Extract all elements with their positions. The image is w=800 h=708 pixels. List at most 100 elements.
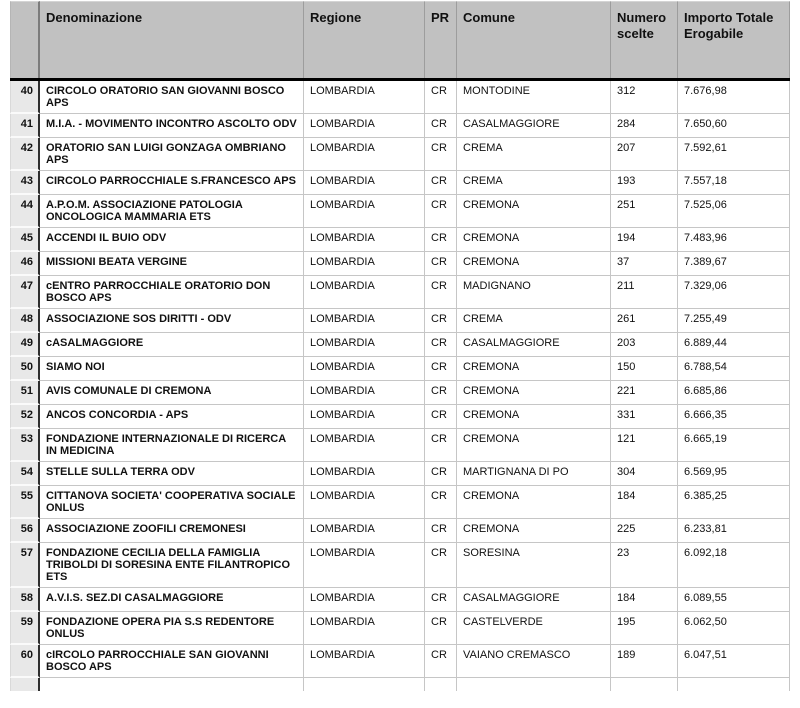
- cell-comune: SORESINA: [457, 543, 611, 588]
- cell-pr: CR: [425, 486, 457, 519]
- cell-numero-scelte: 207: [611, 138, 678, 171]
- cell-numero-scelte: 304: [611, 462, 678, 486]
- cell-denominazione: CITTANOVA SOCIETA' COOPERATIVA SOCIALE O…: [40, 486, 304, 519]
- cell-comune: CREMA: [457, 309, 611, 333]
- cell-regione: LOMBARDIA: [304, 588, 425, 612]
- column-header-regione: Regione: [304, 1, 425, 78]
- cell-comune: CREMONA: [457, 405, 611, 429]
- cell-denominazione: SIAMO NOI: [40, 357, 304, 381]
- cell-denominazione: [40, 678, 304, 691]
- cell-numero-scelte: 331: [611, 405, 678, 429]
- cell-regione: LOMBARDIA: [304, 357, 425, 381]
- cell-importo: 7.329,06: [678, 276, 790, 309]
- cell-comune: CREMONA: [457, 429, 611, 462]
- row-number: 42: [10, 138, 40, 171]
- cell-regione: LOMBARDIA: [304, 333, 425, 357]
- cell-numero-scelte: 251: [611, 195, 678, 228]
- cell-pr: CR: [425, 333, 457, 357]
- cell-numero-scelte: 23: [611, 543, 678, 588]
- cell-regione: LOMBARDIA: [304, 429, 425, 462]
- cell-numero-scelte: 261: [611, 309, 678, 333]
- table-row: 54 STELLE SULLA TERRA ODV LOMBARDIA CR MARTI…: [10, 462, 790, 486]
- table-row: 56 ASSOCIAZIONE ZOOFILI CREMONESI LOMBARDI…: [10, 519, 790, 543]
- cell-regione: LOMBARDIA: [304, 519, 425, 543]
- cell-regione: LOMBARDIA: [304, 195, 425, 228]
- row-number-header: [10, 1, 40, 78]
- cell-comune: CREMA: [457, 171, 611, 195]
- cell-pr: CR: [425, 138, 457, 171]
- row-number: [10, 678, 40, 691]
- row-number: 46: [10, 252, 40, 276]
- row-number: 40: [10, 81, 40, 114]
- table-row: 42 ORATORIO SAN LUIGI GONZAGA OMBRIANO AP…: [10, 138, 790, 171]
- cell-comune: CREMONA: [457, 357, 611, 381]
- row-number: 52: [10, 405, 40, 429]
- cell-pr: CR: [425, 543, 457, 588]
- cell-regione: LOMBARDIA: [304, 81, 425, 114]
- cell-comune: VAIANO CREMASCO: [457, 645, 611, 678]
- cell-pr: CR: [425, 195, 457, 228]
- cell-numero-scelte: 211: [611, 276, 678, 309]
- cell-regione: LOMBARDIA: [304, 114, 425, 138]
- row-number: 43: [10, 171, 40, 195]
- cell-numero-scelte: 189: [611, 645, 678, 678]
- table-row: 50 SIAMO NOI LOMBARDIA CR CREMONA 150 6.788,54: [10, 357, 790, 381]
- cell-numero-scelte: 184: [611, 486, 678, 519]
- cell-regione: LOMBARDIA: [304, 171, 425, 195]
- cell-numero-scelte: 37: [611, 252, 678, 276]
- cell-numero-scelte: 184: [611, 588, 678, 612]
- row-number: 54: [10, 462, 40, 486]
- cell-numero-scelte: 284: [611, 114, 678, 138]
- cell-importo: 6.089,55: [678, 588, 790, 612]
- cell-comune: CREMONA: [457, 519, 611, 543]
- cell-importo: 7.557,18: [678, 171, 790, 195]
- cell-comune: CASALMAGGIORE: [457, 588, 611, 612]
- cell-numero-scelte: 194: [611, 228, 678, 252]
- cell-importo: 7.525,06: [678, 195, 790, 228]
- cell-comune: CREMONA: [457, 486, 611, 519]
- cell-pr: CR: [425, 228, 457, 252]
- cell-comune: MADIGNANO: [457, 276, 611, 309]
- cell-regione: LOMBARDIA: [304, 252, 425, 276]
- cell-denominazione: A.P.O.M. ASSOCIAZIONE PATOLOGIA ONCOLOGI…: [40, 195, 304, 228]
- cell-importo: 6.569,95: [678, 462, 790, 486]
- table-row: 51 AVIS COMUNALE DI CREMONA LOMBARDIA CR CRE…: [10, 381, 790, 405]
- table-header-row: Denominazione Regione PR Comune Numero s…: [10, 1, 790, 81]
- cell-numero-scelte: 312: [611, 81, 678, 114]
- cell-importo: 6.092,18: [678, 543, 790, 588]
- cell-comune: MARTIGNANA DI PO: [457, 462, 611, 486]
- cell-pr: CR: [425, 429, 457, 462]
- row-number: 56: [10, 519, 40, 543]
- table-row: 44 A.P.O.M. ASSOCIAZIONE PATOLOGIA ONCOLO…: [10, 195, 790, 228]
- table-row: 49 cASALMAGGIORE LOMBARDIA CR CASALMAGGIORE 2…: [10, 333, 790, 357]
- table-row: 53 FONDAZIONE INTERNAZIONALE DI RICERCA I…: [10, 429, 790, 462]
- column-header-denominazione: Denominazione: [40, 1, 304, 78]
- cell-denominazione: ORATORIO SAN LUIGI GONZAGA OMBRIANO APS: [40, 138, 304, 171]
- cell-pr: CR: [425, 381, 457, 405]
- cell-comune: CREMONA: [457, 252, 611, 276]
- cell-denominazione: FONDAZIONE INTERNAZIONALE DI RICERCA IN …: [40, 429, 304, 462]
- cell-denominazione: CIRCOLO ORATORIO SAN GIOVANNI BOSCO APS: [40, 81, 304, 114]
- cell-importo: 7.650,60: [678, 114, 790, 138]
- cell-regione: LOMBARDIA: [304, 645, 425, 678]
- cell-pr: CR: [425, 519, 457, 543]
- cell-denominazione: ASSOCIAZIONE SOS DIRITTI - ODV: [40, 309, 304, 333]
- cell-numero-scelte: 221: [611, 381, 678, 405]
- next-row-partial: [10, 678, 790, 691]
- cell-numero-scelte: 203: [611, 333, 678, 357]
- cell-numero-scelte: [611, 678, 678, 691]
- cell-importo: 7.676,98: [678, 81, 790, 114]
- cell-numero-scelte: 225: [611, 519, 678, 543]
- cell-importo: 7.592,61: [678, 138, 790, 171]
- row-number: 51: [10, 381, 40, 405]
- cell-denominazione: ACCENDI IL BUIO ODV: [40, 228, 304, 252]
- row-number: 45: [10, 228, 40, 252]
- cell-regione: [304, 678, 425, 691]
- table-row: 48 ASSOCIAZIONE SOS DIRITTI - ODV LOMBARDI…: [10, 309, 790, 333]
- cell-comune: CASALMAGGIORE: [457, 114, 611, 138]
- cell-importo: 6.788,54: [678, 357, 790, 381]
- cell-numero-scelte: 193: [611, 171, 678, 195]
- table-row: 45 ACCENDI IL BUIO ODV LOMBARDIA CR CREMONA 1…: [10, 228, 790, 252]
- cell-pr: CR: [425, 357, 457, 381]
